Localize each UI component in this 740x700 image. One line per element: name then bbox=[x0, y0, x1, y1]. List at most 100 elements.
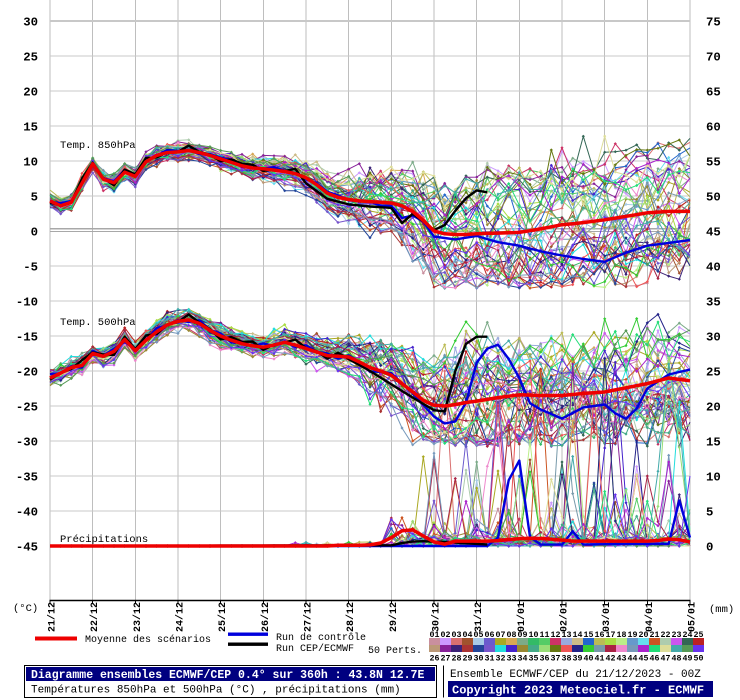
svg-text:39: 39 bbox=[573, 655, 583, 664]
svg-text:25: 25 bbox=[23, 50, 38, 64]
svg-text:49: 49 bbox=[683, 655, 693, 664]
svg-text:55: 55 bbox=[706, 155, 721, 169]
svg-text:28: 28 bbox=[452, 655, 462, 664]
svg-text:32: 32 bbox=[496, 655, 506, 664]
svg-text:15: 15 bbox=[706, 435, 721, 449]
svg-text:47: 47 bbox=[661, 655, 671, 664]
svg-text:50: 50 bbox=[706, 190, 721, 204]
svg-text:26/12: 26/12 bbox=[260, 602, 272, 632]
svg-text:41: 41 bbox=[595, 655, 605, 664]
svg-text:20: 20 bbox=[706, 400, 721, 414]
svg-text:05: 05 bbox=[474, 631, 484, 640]
svg-text:35: 35 bbox=[529, 655, 539, 664]
svg-text:43: 43 bbox=[617, 655, 627, 664]
svg-text:03/01: 03/01 bbox=[601, 602, 613, 632]
svg-text:10: 10 bbox=[23, 155, 38, 169]
svg-text:29/12: 29/12 bbox=[388, 602, 400, 632]
svg-text:01/01: 01/01 bbox=[516, 602, 528, 632]
svg-text:09: 09 bbox=[518, 631, 528, 640]
svg-text:08: 08 bbox=[507, 631, 517, 640]
svg-text:31/12: 31/12 bbox=[473, 602, 485, 632]
svg-text:15: 15 bbox=[584, 631, 594, 640]
svg-text:13: 13 bbox=[562, 631, 572, 640]
svg-text:15: 15 bbox=[23, 120, 38, 134]
svg-text:-25: -25 bbox=[16, 400, 38, 414]
svg-text:33: 33 bbox=[507, 655, 517, 664]
svg-text:27: 27 bbox=[441, 655, 451, 664]
svg-text:Diagramme ensembles ECMWF/CEP: Diagramme ensembles ECMWF/CEP 0.4° sur 3… bbox=[31, 669, 424, 682]
svg-text:25: 25 bbox=[694, 631, 704, 640]
svg-text:02: 02 bbox=[441, 631, 451, 640]
svg-text:25: 25 bbox=[706, 365, 721, 379]
svg-text:22/12: 22/12 bbox=[89, 602, 101, 632]
svg-text:20: 20 bbox=[23, 85, 38, 99]
svg-text:19: 19 bbox=[628, 631, 638, 640]
svg-text:48: 48 bbox=[672, 655, 682, 664]
svg-text:45: 45 bbox=[706, 225, 721, 239]
svg-text:12: 12 bbox=[551, 631, 561, 640]
svg-text:03: 03 bbox=[452, 631, 462, 640]
svg-text:42: 42 bbox=[606, 655, 616, 664]
svg-text:50: 50 bbox=[694, 655, 704, 664]
svg-text:23/12: 23/12 bbox=[132, 602, 144, 632]
svg-text:29: 29 bbox=[463, 655, 473, 664]
svg-text:35: 35 bbox=[706, 295, 721, 309]
svg-text:14: 14 bbox=[573, 631, 583, 640]
svg-text:25/12: 25/12 bbox=[217, 602, 229, 632]
svg-text:05/01: 05/01 bbox=[687, 602, 699, 632]
svg-text:-30: -30 bbox=[16, 435, 38, 449]
svg-text:38: 38 bbox=[562, 655, 572, 664]
svg-text:Temp. 850hPa: Temp. 850hPa bbox=[60, 140, 136, 152]
svg-text:-5: -5 bbox=[23, 260, 38, 274]
svg-text:Ensemble ECMWF/CEP du 21/12/20: Ensemble ECMWF/CEP du 21/12/2023 - 00Z bbox=[450, 669, 701, 681]
svg-text:0: 0 bbox=[706, 540, 713, 554]
svg-text:65: 65 bbox=[706, 85, 721, 99]
svg-text:46: 46 bbox=[650, 655, 660, 664]
svg-text:06: 06 bbox=[485, 631, 495, 640]
svg-text:5: 5 bbox=[706, 505, 713, 519]
svg-text:70: 70 bbox=[706, 50, 721, 64]
svg-text:-20: -20 bbox=[16, 365, 38, 379]
svg-text:-10: -10 bbox=[16, 295, 38, 309]
svg-text:31: 31 bbox=[485, 655, 495, 664]
svg-text:60: 60 bbox=[706, 120, 721, 134]
svg-text:21: 21 bbox=[650, 631, 660, 640]
svg-text:21/12: 21/12 bbox=[47, 602, 59, 632]
svg-text:34: 34 bbox=[518, 655, 528, 664]
svg-text:10: 10 bbox=[706, 470, 721, 484]
svg-text:11: 11 bbox=[540, 631, 550, 640]
svg-text:45: 45 bbox=[639, 655, 649, 664]
svg-text:40: 40 bbox=[706, 260, 721, 274]
svg-text:24/12: 24/12 bbox=[175, 602, 187, 632]
svg-text:40: 40 bbox=[584, 655, 594, 664]
svg-text:28/12: 28/12 bbox=[345, 602, 357, 632]
svg-text:30/12: 30/12 bbox=[431, 602, 443, 632]
svg-text:30: 30 bbox=[23, 15, 38, 29]
svg-text:30: 30 bbox=[474, 655, 484, 664]
svg-text:(mm): (mm) bbox=[709, 604, 734, 616]
svg-text:27/12: 27/12 bbox=[303, 602, 315, 632]
svg-text:Run CEP/ECMWF: Run CEP/ECMWF bbox=[276, 643, 354, 655]
svg-text:26: 26 bbox=[430, 655, 440, 664]
svg-text:-35: -35 bbox=[16, 470, 38, 484]
svg-text:-40: -40 bbox=[16, 505, 38, 519]
svg-text:37: 37 bbox=[551, 655, 561, 664]
svg-text:10: 10 bbox=[529, 631, 539, 640]
svg-text:5: 5 bbox=[31, 190, 38, 204]
svg-text:24: 24 bbox=[683, 631, 693, 640]
svg-text:20: 20 bbox=[639, 631, 649, 640]
svg-text:17: 17 bbox=[606, 631, 616, 640]
svg-text:Copyright 2023 Meteociel.fr -: Copyright 2023 Meteociel.fr - ECMWF bbox=[452, 684, 704, 698]
svg-text:30: 30 bbox=[706, 330, 721, 344]
svg-text:(°C): (°C) bbox=[13, 603, 38, 615]
svg-text:75: 75 bbox=[706, 15, 721, 29]
svg-text:44: 44 bbox=[628, 655, 638, 664]
svg-text:07: 07 bbox=[496, 631, 506, 640]
svg-text:01: 01 bbox=[430, 631, 440, 640]
svg-text:04: 04 bbox=[463, 631, 473, 640]
svg-text:16: 16 bbox=[595, 631, 605, 640]
svg-text:-15: -15 bbox=[16, 330, 38, 344]
svg-text:04/01: 04/01 bbox=[644, 602, 656, 632]
svg-text:22: 22 bbox=[661, 631, 671, 640]
svg-text:0: 0 bbox=[31, 225, 38, 239]
